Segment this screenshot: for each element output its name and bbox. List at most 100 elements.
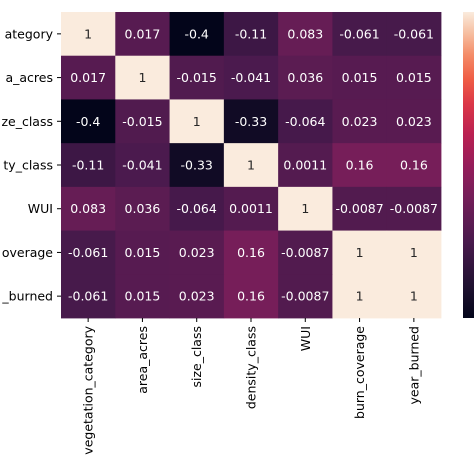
heatmap-cell <box>169 186 225 231</box>
heatmap-cell <box>61 186 116 231</box>
cell-value-label: 0.0011 <box>229 201 273 216</box>
cell-value-label: 0.16 <box>400 158 428 173</box>
heatmap-cell <box>169 143 225 188</box>
heatmap-cell <box>278 274 333 319</box>
heatmap-cell <box>278 186 333 231</box>
y-axis-ticks: ategory a_acres ze_class ty_class WUI overage… <box>1 26 61 304</box>
heatmap-cell <box>278 12 333 57</box>
cell-value-label: -0.0087 <box>335 201 383 216</box>
heatmap-cell <box>278 99 333 144</box>
cell-value-label: 0.017 <box>70 70 106 85</box>
heatmap-cell <box>332 274 388 319</box>
cell-value-label: 0.023 <box>179 289 215 304</box>
cell-value-label: 1 <box>356 245 364 260</box>
colorbar <box>463 12 474 318</box>
heatmap-cell <box>223 12 279 57</box>
cell-value-label: 0.083 <box>70 201 106 216</box>
cell-value-label: -0.064 <box>285 114 325 129</box>
heatmap-cell <box>115 186 170 231</box>
cell-value-label: -0.061 <box>68 245 108 260</box>
x-tick-label: size_class <box>189 326 204 388</box>
cell-value-label: -0.015 <box>177 70 217 85</box>
heatmap-cell <box>386 12 442 57</box>
cell-value-label: -0.061 <box>339 26 379 41</box>
heatmap-cell <box>332 186 388 231</box>
heatmap-cell <box>115 143 170 188</box>
x-tick-label: vegetation_category <box>81 325 96 454</box>
cell-value-label: 0.023 <box>342 114 378 129</box>
heatmap-cell <box>386 55 442 100</box>
x-tick-label: burn_coverage <box>352 326 367 419</box>
cell-value-label: 0.16 <box>237 289 265 304</box>
heatmap-cell <box>386 274 442 319</box>
cell-value-label: -0.4 <box>185 26 209 41</box>
cell-value-label: -0.041 <box>122 158 162 173</box>
heatmap-cell <box>61 274 116 319</box>
heatmap-cell <box>169 12 225 57</box>
cell-value-label: -0.33 <box>235 114 267 129</box>
cell-value-label: 1 <box>301 201 309 216</box>
cell-value-label: 0.015 <box>125 289 161 304</box>
cell-value-label: 0.015 <box>342 70 378 85</box>
heatmap-cell <box>386 230 442 275</box>
heatmap-cell <box>278 230 333 275</box>
heatmap-cell <box>278 143 333 188</box>
y-tick-label: ategory <box>5 26 54 41</box>
y-tick-label: ty_class <box>3 158 53 173</box>
cell-value-label: 0.023 <box>179 245 215 260</box>
heatmap-cell <box>169 274 225 319</box>
heatmap-cell <box>386 186 442 231</box>
cell-value-label: 0.015 <box>396 70 432 85</box>
cell-value-label: 0.083 <box>287 26 323 41</box>
cell-value-label: 1 <box>410 245 418 260</box>
heatmap-cell <box>61 230 116 275</box>
heatmap-cell <box>61 55 116 100</box>
cell-value-label: 0.16 <box>237 245 265 260</box>
cell-value-label: -0.11 <box>235 26 267 41</box>
heatmap-cell <box>115 55 170 100</box>
cell-value-label: 0.0011 <box>283 158 327 173</box>
x-axis-ticks: vegetation_category area_acres size_class d… <box>81 318 421 455</box>
cell-value-label: 0.16 <box>346 158 374 173</box>
heatmap-cell <box>386 143 442 188</box>
heatmap-cell <box>169 55 225 100</box>
heatmap-cell <box>223 143 279 188</box>
cell-value-label: -0.041 <box>231 70 271 85</box>
heatmap-cell <box>115 274 170 319</box>
cell-value-label: -0.0087 <box>390 201 438 216</box>
cell-value-label: -0.061 <box>394 26 434 41</box>
heatmap-cell <box>169 230 225 275</box>
heatmap-cell <box>332 143 388 188</box>
heatmap-cell <box>169 99 225 144</box>
cell-value-label: 0.017 <box>125 26 161 41</box>
cell-annotations: 1 0.017 -0.4 -0.11 0.083 -0.061 -0.061 0.017 1 -0… <box>68 26 438 303</box>
cell-value-label: -0.015 <box>122 114 162 129</box>
cell-value-label: -0.064 <box>177 201 217 216</box>
heatmap-cell <box>61 12 116 57</box>
cell-value-label: 0.036 <box>125 201 161 216</box>
cell-value-label: 0.036 <box>287 70 323 85</box>
heatmap-cell <box>386 99 442 144</box>
y-tick-label: WUI <box>28 201 53 216</box>
cell-value-label: 1 <box>410 289 418 304</box>
cell-value-label: -0.0087 <box>281 245 329 260</box>
cell-value-label: 0.023 <box>396 114 432 129</box>
cell-value-label: 0.015 <box>125 245 161 260</box>
y-tick-label: ze_class <box>1 114 53 129</box>
x-tick-label: area_acres <box>135 326 150 394</box>
cell-value-label: -0.11 <box>72 158 104 173</box>
y-tick-label: _burned <box>1 289 53 304</box>
cell-value-label: 1 <box>247 158 255 173</box>
x-tick-label: WUI <box>298 326 313 351</box>
heatmap-cell <box>61 143 116 188</box>
cell-value-label: -0.33 <box>181 158 213 173</box>
cell-value-label: 1 <box>84 26 92 41</box>
heatmap-cell <box>332 230 388 275</box>
heatmap-cells <box>61 12 442 319</box>
heatmap-cell <box>115 230 170 275</box>
heatmap-cell <box>223 99 279 144</box>
cell-value-label: -0.061 <box>68 289 108 304</box>
cell-value-label: 1 <box>138 70 146 85</box>
heatmap-cell <box>115 99 170 144</box>
